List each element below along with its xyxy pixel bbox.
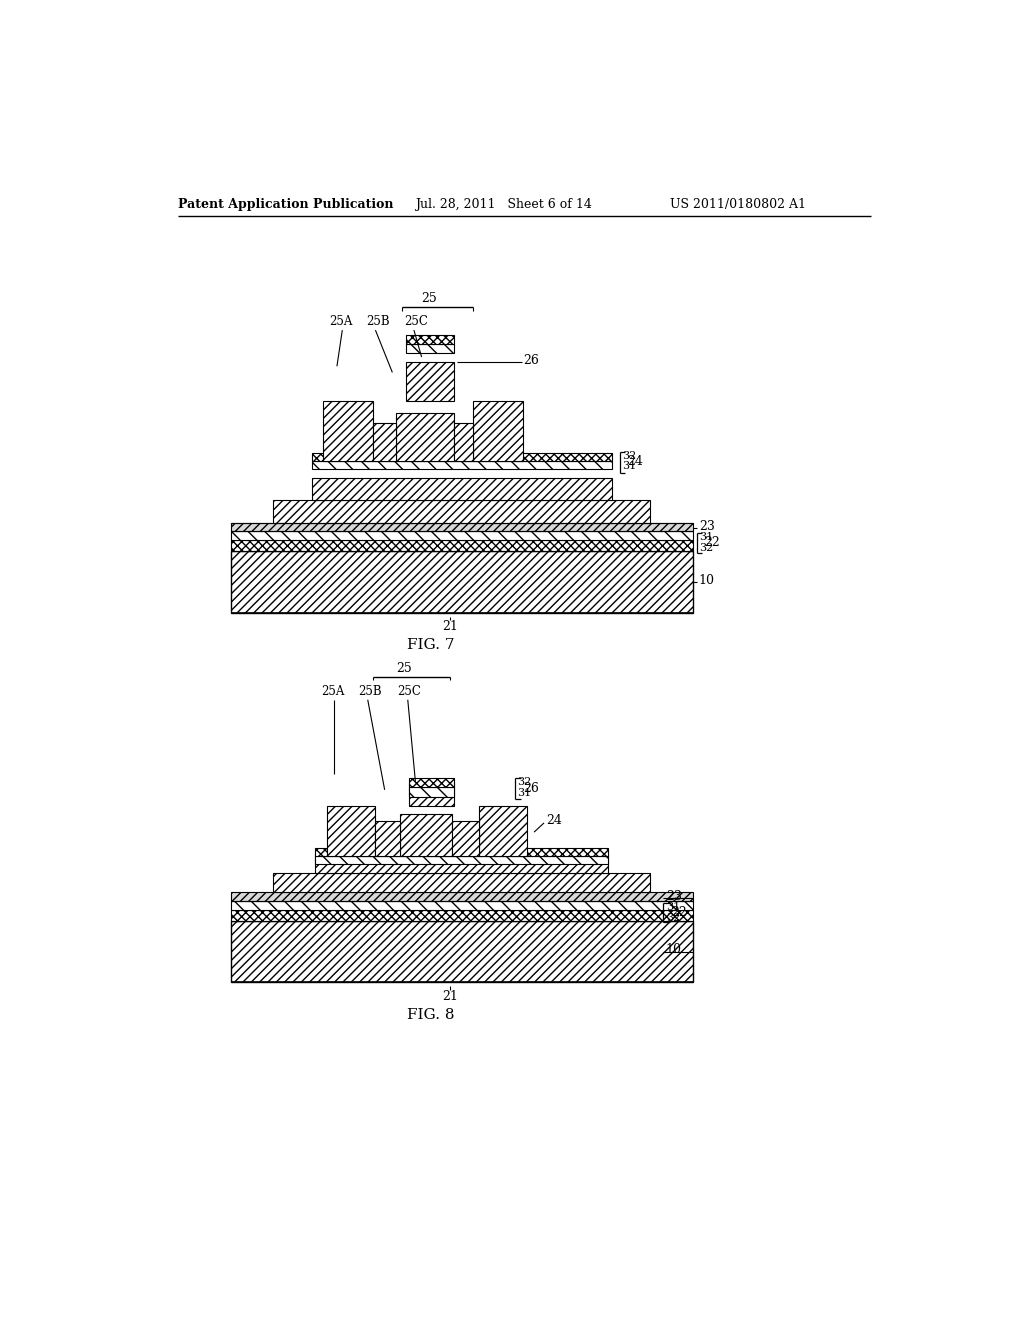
- Text: 31: 31: [698, 532, 713, 543]
- Bar: [230, 552, 692, 612]
- Text: 25A: 25A: [322, 685, 345, 698]
- Text: 32: 32: [517, 777, 531, 787]
- Text: 10: 10: [698, 574, 715, 587]
- Bar: [311, 461, 611, 470]
- Text: 24: 24: [547, 814, 562, 828]
- Text: 32: 32: [698, 543, 713, 553]
- Text: FIG. 7: FIG. 7: [408, 638, 455, 652]
- Text: 21: 21: [442, 620, 458, 634]
- Bar: [407, 363, 454, 401]
- Text: 25C: 25C: [397, 685, 421, 698]
- Bar: [273, 500, 650, 523]
- Bar: [400, 813, 453, 857]
- Text: 26: 26: [523, 354, 539, 367]
- Text: US 2011/0180802 A1: US 2011/0180802 A1: [670, 198, 806, 211]
- Text: 25C: 25C: [403, 315, 428, 329]
- Text: 32: 32: [666, 912, 680, 923]
- Bar: [230, 540, 692, 552]
- Text: 23: 23: [666, 890, 682, 903]
- Text: 23: 23: [698, 520, 715, 533]
- Text: 32: 32: [622, 450, 636, 461]
- Text: 25: 25: [396, 661, 412, 675]
- Bar: [373, 422, 396, 461]
- Bar: [473, 401, 523, 461]
- Bar: [230, 909, 692, 921]
- Bar: [230, 892, 692, 900]
- Bar: [479, 807, 527, 857]
- Text: 31: 31: [666, 902, 680, 912]
- Text: 31: 31: [517, 788, 531, 797]
- Text: 26: 26: [523, 781, 539, 795]
- Bar: [407, 345, 454, 354]
- Text: 21: 21: [442, 990, 458, 1003]
- Text: 10: 10: [666, 944, 682, 957]
- Text: 24: 24: [628, 455, 643, 469]
- Bar: [230, 523, 692, 531]
- Bar: [396, 412, 454, 461]
- Bar: [315, 857, 608, 865]
- Bar: [454, 422, 473, 461]
- Bar: [273, 873, 650, 892]
- Bar: [410, 788, 454, 797]
- Text: 25B: 25B: [367, 315, 390, 329]
- Text: 25B: 25B: [358, 685, 382, 698]
- Bar: [323, 401, 373, 461]
- Bar: [230, 900, 692, 909]
- Bar: [410, 783, 454, 807]
- Bar: [230, 921, 692, 982]
- Bar: [375, 821, 400, 857]
- Bar: [315, 854, 608, 873]
- Bar: [311, 478, 611, 500]
- Text: FIG. 8: FIG. 8: [408, 1007, 455, 1022]
- Text: 25A: 25A: [330, 315, 352, 329]
- Text: 22: 22: [705, 536, 720, 549]
- Bar: [407, 335, 454, 345]
- Text: 25: 25: [422, 292, 437, 305]
- Bar: [311, 453, 611, 461]
- Bar: [453, 821, 479, 857]
- Text: Jul. 28, 2011   Sheet 6 of 14: Jul. 28, 2011 Sheet 6 of 14: [416, 198, 592, 211]
- Text: Patent Application Publication: Patent Application Publication: [178, 198, 394, 211]
- Text: 22: 22: [671, 906, 687, 919]
- Bar: [315, 847, 608, 857]
- Bar: [410, 779, 454, 788]
- Bar: [327, 807, 375, 857]
- Bar: [230, 531, 692, 540]
- Text: 31: 31: [622, 462, 636, 471]
